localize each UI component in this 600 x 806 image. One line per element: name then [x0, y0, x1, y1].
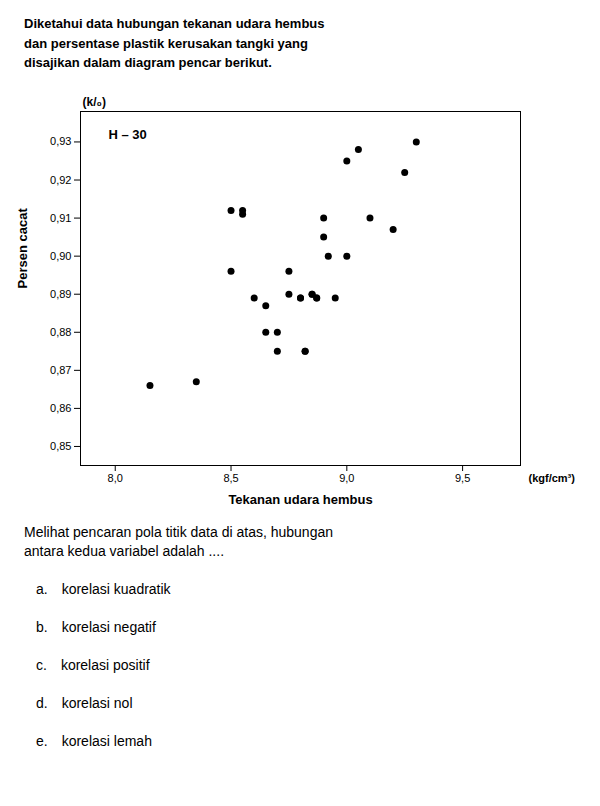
- svg-text:0,88: 0,88: [50, 325, 71, 337]
- svg-text:9,0: 9,0: [339, 472, 354, 484]
- svg-text:(kgf/cm³): (kgf/cm³): [529, 471, 576, 483]
- html-text:a. korelasi kuadratik: a. korelasi kuadratik: [36, 580, 171, 597]
- html-text:Diketahui data hubungan tekana: Diketahui data hubungan tekanan udara he…: [24, 16, 325, 70]
- svg-text:0,92: 0,92: [50, 173, 71, 185]
- svg-text:H – 30: H – 30: [109, 126, 147, 141]
- svg-text:0,87: 0,87: [50, 363, 71, 375]
- html-text:Melihat pencaran pola titik da: Melihat pencaran pola titik data di atas…: [24, 523, 333, 560]
- svg-text:0,91: 0,91: [50, 211, 71, 223]
- svg-text:0,89: 0,89: [50, 287, 71, 299]
- html-text:c. korelasi positif: c. korelasi positif: [36, 656, 150, 673]
- svg-text:(k/₀): (k/₀): [83, 95, 106, 109]
- svg-text:0,93: 0,93: [50, 135, 71, 147]
- html-text:d. korelasi nol: d. korelasi nol: [36, 694, 133, 711]
- svg-text:8,5: 8,5: [223, 472, 238, 484]
- svg-text:0,85: 0,85: [50, 439, 71, 451]
- svg-text:Tekanan udara hembus: Tekanan udara hembus: [228, 491, 372, 506]
- svg-text:0,86: 0,86: [50, 401, 71, 413]
- svg-text:Persen cacat: Persen cacat: [15, 207, 30, 288]
- svg-text:8,0: 8,0: [108, 472, 123, 484]
- svg-text:0,90: 0,90: [50, 249, 71, 261]
- html-text:e. korelasi lemah: e. korelasi lemah: [36, 732, 152, 749]
- html-text:b. korelasi negatif: b. korelasi negatif: [36, 618, 156, 635]
- svg-text:9,5: 9,5: [455, 472, 470, 484]
